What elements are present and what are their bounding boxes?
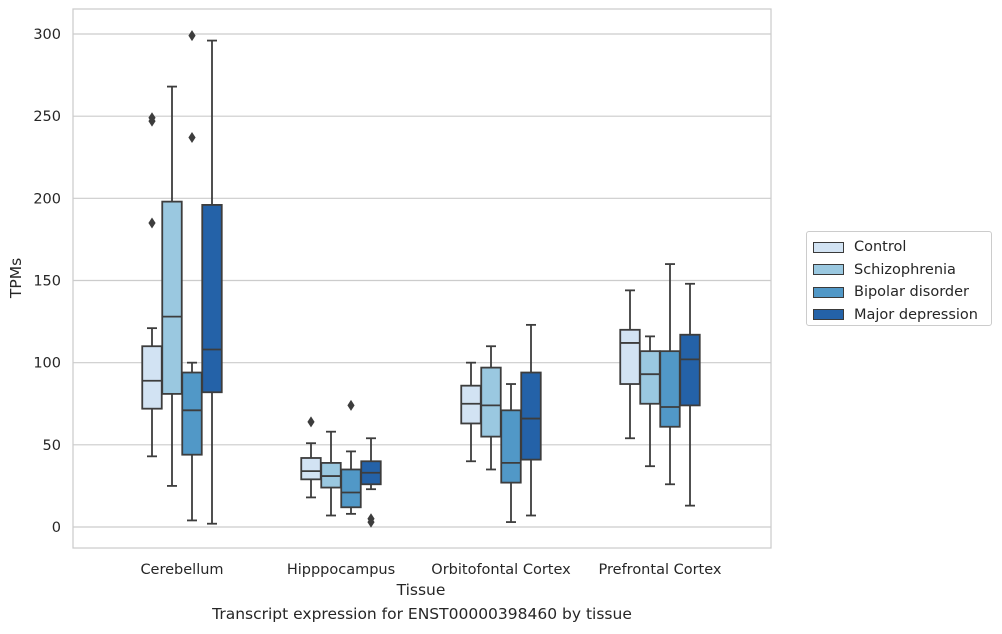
y-tick-label-300: 300 — [33, 27, 61, 43]
iqr-box-schizophrenia-orbitofontal-cortex — [480, 366, 502, 438]
outlier-control-cerebellum-0 — [148, 217, 156, 229]
iqr-box-schizophrenia-cerebellum — [161, 200, 183, 395]
iqr-box-major-depression-orbitofontal-cortex — [520, 371, 542, 461]
x-tick-label-prefrontal-cortex: Prefrontal Cortex — [599, 562, 722, 578]
iqr-box-bipolar-disorder-cerebellum — [181, 371, 203, 456]
outlier-control-hipppocampus-0 — [307, 416, 315, 428]
outlier-bipolar-disorder-hipppocampus-0 — [347, 399, 355, 411]
outlier-control-cerebellum-2 — [148, 112, 156, 124]
chart-caption: Transcript expression for ENST0000039846… — [212, 605, 632, 623]
box-control-cerebellum — [141, 112, 163, 458]
legend-label-control: Control — [854, 239, 907, 256]
y-tick-label-250: 250 — [33, 109, 61, 125]
legend: Control Schizophrenia Bipolar disorder M… — [806, 231, 992, 326]
box-bipolar-disorder-orbitofontal-cortex — [500, 383, 522, 523]
box-bipolar-disorder-cerebellum — [181, 30, 203, 522]
iqr-box-major-depression-prefrontal-cortex — [679, 333, 701, 407]
iqr-box-bipolar-disorder-prefrontal-cortex — [659, 350, 681, 428]
box-schizophrenia-prefrontal-cortex — [639, 335, 661, 468]
legend-swatch-major-depression — [813, 309, 844, 321]
plot-frame — [72, 8, 772, 549]
box-control-prefrontal-cortex — [619, 289, 641, 440]
box-major-depression-prefrontal-cortex — [679, 282, 701, 507]
box-schizophrenia-orbitofontal-cortex — [480, 345, 502, 471]
iqr-box-control-cerebellum — [141, 345, 163, 410]
x-tick-label-cerebellum: Cerebellum — [140, 562, 223, 578]
x-tick-label-orbitofontal-cortex: Orbitofontal Cortex — [431, 562, 571, 578]
legend-item-bipolar-disorder: Bipolar disorder — [813, 281, 991, 304]
outlier-bipolar-disorder-cerebellum-1 — [188, 30, 196, 42]
legend-label-schizophrenia: Schizophrenia — [854, 261, 956, 278]
iqr-box-control-hipppocampus — [300, 457, 322, 481]
y-tick-label-50: 50 — [43, 438, 61, 454]
y-axis-label: TPMs — [7, 258, 25, 299]
y-tick-label-150: 150 — [33, 274, 61, 290]
legend-item-schizophrenia: Schizophrenia — [813, 259, 991, 282]
iqr-box-bipolar-disorder-orbitofontal-cortex — [500, 409, 522, 484]
box-control-hipppocampus — [300, 416, 322, 499]
legend-swatch-control — [813, 241, 844, 253]
y-tick-label-100: 100 — [33, 356, 61, 372]
legend-label-major-depression: Major depression — [854, 306, 978, 323]
boxes — [141, 30, 701, 528]
legend-item-control: Control — [813, 236, 991, 259]
iqr-box-major-depression-cerebellum — [201, 204, 223, 394]
y-tick-label-0: 0 — [52, 520, 61, 536]
x-tick-label-hipppocampus: Hipppocampus — [287, 562, 395, 578]
box-bipolar-disorder-hipppocampus — [340, 399, 362, 515]
iqr-box-control-prefrontal-cortex — [619, 328, 641, 385]
y-tick-label-200: 200 — [33, 191, 61, 207]
box-major-depression-orbitofontal-cortex — [520, 323, 542, 517]
x-tick-labels: Cerebellum Hipppocampus Orbitofontal Corte… — [140, 562, 721, 578]
box-schizophrenia-cerebellum — [161, 85, 183, 487]
legend-label-bipolar-disorder: Bipolar disorder — [854, 284, 969, 301]
box-major-depression-hipppocampus — [360, 437, 382, 528]
iqr-box-schizophrenia-prefrontal-cortex — [639, 350, 661, 405]
legend-swatch-schizophrenia — [813, 264, 844, 276]
box-bipolar-disorder-prefrontal-cortex — [659, 263, 681, 486]
box-major-depression-cerebellum — [201, 39, 223, 525]
iqr-box-bipolar-disorder-hipppocampus — [340, 468, 362, 509]
outlier-major-depression-hipppocampus-1 — [367, 513, 375, 525]
x-axis-label: Tissue — [396, 581, 446, 599]
y-tick-labels: 0 50 100 150 200 250 300 — [33, 27, 61, 536]
box-control-orbitofontal-cortex — [460, 361, 482, 463]
legend-swatch-bipolar-disorder — [813, 286, 844, 298]
outlier-bipolar-disorder-cerebellum-0 — [188, 132, 196, 144]
legend-item-major-depression: Major depression — [813, 304, 991, 327]
